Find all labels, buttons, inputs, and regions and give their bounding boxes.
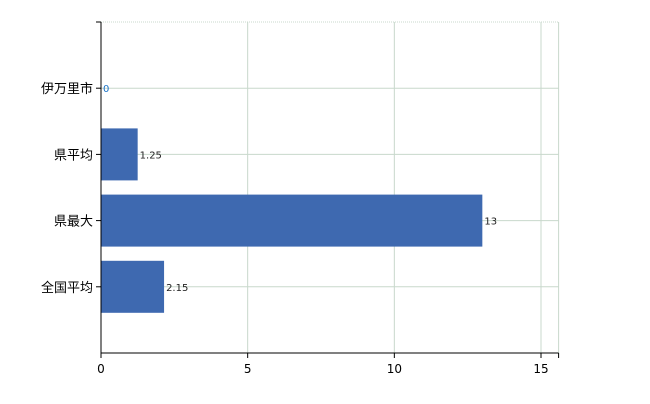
x-tick-label: 5 — [244, 362, 252, 376]
bar — [101, 194, 483, 247]
x-tick-label: 15 — [533, 362, 548, 376]
y-tick-label: 県最大 — [54, 215, 93, 230]
y-tick-label: 県平均 — [54, 148, 93, 163]
x-tick-label: 10 — [387, 362, 402, 376]
x-tick-label: 0 — [97, 362, 105, 376]
data-label: 1.25 — [140, 150, 162, 161]
data-label: 13 — [484, 217, 497, 228]
y-tick-label: 全国平均 — [41, 280, 93, 296]
data-label: 2.15 — [166, 283, 188, 294]
y-tick-label: 伊万里市 — [41, 81, 93, 97]
bar — [101, 260, 165, 313]
bar — [101, 128, 138, 181]
data-label: 0 — [103, 84, 109, 95]
